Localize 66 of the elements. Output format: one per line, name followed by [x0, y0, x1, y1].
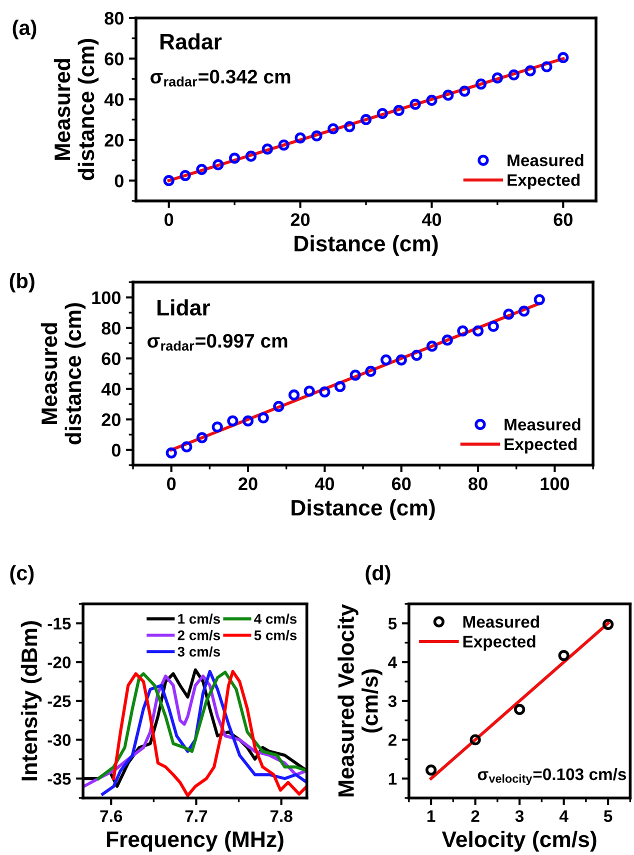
annotation: Lidar [158, 299, 210, 316]
x-axis-title: Velocity (cm/s) [442, 830, 596, 852]
legend-label: 1 cm/s [178, 614, 220, 624]
x-axis-title: Frequency (MHz) [106, 830, 284, 852]
y-tick-label: -25 [48, 695, 71, 708]
x-tick-label: 3 [515, 810, 524, 822]
legend-label: 2 cm/s [178, 630, 220, 640]
x-tick-label: 4 [559, 810, 568, 822]
y-tick-label: 80 [102, 322, 120, 335]
chart-title: (d) [366, 565, 390, 584]
y-tick-label: 0 [114, 174, 124, 188]
y-tick-label: -15 [48, 618, 71, 630]
legend-label: 5 cm/s [254, 630, 297, 640]
legend-label: Expected [463, 635, 536, 651]
legend-label: Measured [508, 154, 584, 166]
y-tick-label: -20 [48, 656, 71, 668]
x-tick-label: 40 [314, 477, 334, 490]
y-tick-label: 60 [102, 352, 120, 366]
annotation: Radar [160, 33, 222, 50]
y-tick-label: 5 [388, 618, 397, 630]
y-tick-label: 2 [388, 734, 396, 746]
legend-label: Measured [463, 616, 539, 628]
x-tick-label: 60 [554, 213, 572, 226]
y-tick-label: 80 [104, 12, 124, 25]
legend-label: 3 cm/s [178, 646, 220, 657]
x-tick-label: 1 [427, 810, 436, 822]
x-tick-label: 7.7 [185, 810, 208, 822]
x-tick-label: 0 [164, 213, 174, 226]
y-tick-label: 20 [102, 413, 120, 426]
y-tick-label: 40 [104, 93, 124, 106]
annotation: σ$_{radar}$=0.342 cm [150, 70, 290, 87]
y-axis-title: Measured Velocity (cm/s) [338, 604, 382, 796]
y-tick-label: 60 [104, 52, 124, 66]
legend-label: Measured [504, 418, 580, 430]
x-tick-label: 7.8 [270, 810, 292, 822]
annotation: σ$_{velocity}$=0.103 cm/s [478, 768, 626, 786]
y-tick-label: -35 [48, 772, 71, 785]
y-axis-title: Intensity (dBm) [20, 621, 42, 780]
x-tick-label: 20 [290, 213, 310, 226]
x-axis-title: Distance (cm) [294, 235, 438, 256]
y-tick-label: 4 [388, 656, 398, 668]
chart-title: (c) [10, 565, 34, 584]
y-tick-label: 1 [388, 773, 397, 785]
x-tick-label: 100 [540, 477, 570, 490]
y-tick-label: -30 [48, 734, 71, 746]
x-tick-label: 2 [471, 810, 480, 822]
x-tick-label: 20 [238, 477, 258, 490]
y-tick-label: 0 [112, 444, 120, 457]
annotation: σ$_{radar}$=0.997 cm [148, 334, 288, 351]
y-tick-label: 100 [92, 291, 120, 304]
y-axis-title: Measured distance (cm) [40, 303, 86, 444]
y-tick-label: 20 [104, 134, 124, 147]
x-axis-title: Distance (cm) [292, 499, 435, 520]
x-tick-label: 80 [468, 477, 488, 490]
x-tick-label: 40 [422, 213, 442, 226]
legend-label: Expected [504, 438, 577, 454]
y-tick-label: 40 [101, 382, 120, 396]
y-axis-title: Measured distance (cm) [54, 38, 99, 180]
x-tick-label: 5 [604, 810, 612, 822]
y-tick-label: 3 [388, 695, 397, 708]
x-tick-label: 7.6 [100, 810, 122, 822]
legend-label: Expected [508, 174, 580, 190]
chart-title: (b) [10, 273, 34, 292]
chart-title: (a) [12, 20, 36, 40]
legend-label: 4 cm/s [254, 614, 297, 624]
x-tick-label: 0 [167, 477, 176, 490]
